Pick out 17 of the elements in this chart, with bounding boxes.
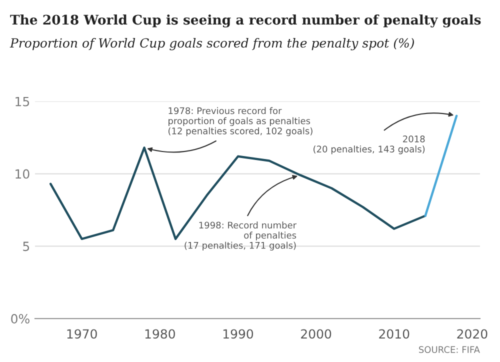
y-tick-label: 15	[16, 96, 30, 106]
chart-subtitle: Proportion of World Cup goals scored from the penalty spot (%)	[10, 38, 414, 50]
x-tick-label: 2000	[301, 329, 332, 339]
chart-title: The 2018 World Cup is seeing a record number of penalty goals	[10, 14, 481, 28]
y-tick-label: 0%	[11, 314, 30, 324]
x-tick-label: 1970	[67, 329, 97, 339]
line-series	[50, 146, 426, 240]
x-tick-label: 1990	[223, 329, 254, 339]
x-tick-label: 2010	[379, 329, 410, 339]
x-tick-label: 2020	[457, 329, 488, 339]
annotation: 2018 (20 penalties, 143 goals)	[314, 136, 425, 154]
annotation: 1978: Previous record for proportion of goals as penalties (12 penalties scored, 102 goals)	[168, 107, 312, 136]
x-tick-label: 1980	[145, 329, 175, 339]
y-tick-label: 5	[23, 242, 30, 252]
source-note: SOURCE: FIFA	[419, 346, 480, 354]
annotation: 1998: Record number of penalties (17 penalties, 171 goals)	[184, 222, 297, 250]
y-tick-label: 10	[16, 169, 30, 179]
